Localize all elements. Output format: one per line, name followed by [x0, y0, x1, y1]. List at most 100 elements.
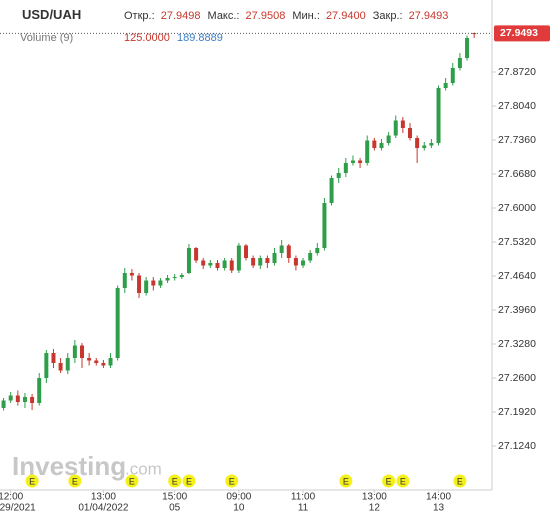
- candle-body: [436, 88, 441, 143]
- candle-body: [165, 278, 170, 281]
- candle-body: [372, 140, 377, 148]
- event-marker: [382, 474, 396, 488]
- x-tick-date: 10: [233, 503, 245, 514]
- close-label: Закр.:: [373, 10, 403, 22]
- y-tick-label: 27.8040: [498, 100, 536, 112]
- candle-body: [393, 120, 398, 136]
- event-label: E: [400, 476, 406, 486]
- event-marker: [396, 474, 410, 488]
- candle-body: [72, 345, 77, 358]
- candle-body: [51, 353, 56, 363]
- low-label: Мин.:: [292, 10, 320, 22]
- open-label: Откр.:: [124, 10, 155, 22]
- candle-body: [251, 258, 256, 266]
- low-value: 27.9400: [326, 10, 366, 22]
- watermark-suffix: .com: [125, 459, 162, 478]
- candle-body: [336, 173, 341, 178]
- candle-body: [15, 395, 20, 402]
- x-tick-label: 13:00: [362, 492, 387, 503]
- y-tick-label: 27.8720: [498, 66, 536, 78]
- candle-body: [108, 358, 113, 366]
- y-tick-label: 27.2600: [498, 372, 536, 384]
- event-marker: [168, 474, 182, 488]
- candle-body: [365, 140, 370, 163]
- candle-body: [115, 288, 120, 358]
- candle-body: [58, 363, 63, 371]
- candle-body: [258, 258, 263, 266]
- last-price-tag: [494, 25, 550, 42]
- candle-body: [429, 143, 434, 146]
- candle-body: [101, 363, 106, 366]
- candle-body: [400, 120, 405, 128]
- y-tick-label: 27.4640: [498, 270, 536, 282]
- volume-value: 125.0000: [124, 32, 170, 44]
- candle-body: [315, 248, 320, 253]
- event-marker: [68, 474, 82, 488]
- candle-body: [293, 258, 298, 266]
- candle-body: [322, 203, 327, 248]
- candle-body: [158, 280, 163, 286]
- candle-body: [465, 38, 470, 58]
- x-tick-date: 01/04/2022: [78, 503, 128, 514]
- candle-body: [329, 178, 334, 203]
- x-tick-label: 12:00: [0, 492, 24, 503]
- close-value: 27.9493: [409, 10, 449, 22]
- x-tick-date: 05: [169, 503, 181, 514]
- candle-body: [94, 360, 99, 363]
- volume-label: Volume (9): [20, 32, 73, 44]
- y-tick-label: 27.3960: [498, 304, 536, 316]
- y-tick-label: 27.3280: [498, 338, 536, 350]
- y-tick-label: 27.7360: [498, 134, 536, 146]
- candle-body: [194, 248, 199, 261]
- candle-body: [37, 378, 42, 403]
- volume-legend: Volume (9) 125.0000 189.8889: [20, 32, 223, 44]
- y-tick-label: 27.1240: [498, 440, 536, 452]
- event-marker: [339, 474, 353, 488]
- candle-body: [244, 245, 248, 258]
- candle-body: [408, 128, 412, 138]
- y-tick-label: 27.6680: [498, 168, 536, 180]
- candle-body: [122, 273, 127, 288]
- event-label: E: [386, 476, 392, 486]
- candle-body: [272, 253, 277, 263]
- candle-body: [151, 280, 156, 286]
- candle-body: [386, 135, 391, 143]
- x-tick-label: 09:00: [226, 492, 251, 503]
- event-label: E: [129, 476, 135, 486]
- plot: [1, 32, 477, 411]
- event-label: E: [343, 476, 349, 486]
- x-tick-label: 11:00: [291, 492, 316, 503]
- y-tick-label: 27.5320: [498, 236, 536, 248]
- x-tick-date: 11: [298, 503, 309, 514]
- event-label: E: [457, 476, 463, 486]
- x-tick-label: 15:00: [162, 492, 187, 503]
- candle-body: [179, 275, 184, 277]
- high-value: 27.9508: [246, 10, 286, 22]
- symbol: USD/UAH: [22, 7, 81, 22]
- candle-body: [22, 397, 27, 402]
- x-tick-date: 12/29/2021: [0, 503, 36, 514]
- candle-body: [186, 248, 191, 273]
- event-label: E: [186, 476, 192, 486]
- event-label: E: [172, 476, 178, 486]
- candle-body: [201, 260, 206, 266]
- candle-body: [308, 253, 313, 261]
- x-tick-date: 12: [369, 503, 381, 514]
- candle-body: [422, 145, 427, 148]
- y-tick-label: 27.1920: [498, 406, 536, 418]
- event-label: E: [229, 476, 235, 486]
- event-label: E: [72, 476, 78, 486]
- candle-body: [358, 160, 363, 163]
- candle-body: [80, 345, 84, 358]
- candle-body: [279, 245, 284, 253]
- candle-body: [229, 260, 234, 271]
- header: USD/UAH Откр.: 27.9498 Макс.: 27.9508 Ми…: [22, 7, 448, 22]
- x-tick-label: 14:00: [426, 492, 451, 503]
- candle-body: [450, 68, 455, 83]
- x-tick-date: 13: [433, 503, 445, 514]
- candle-body: [144, 280, 149, 293]
- event-marker: [453, 474, 467, 488]
- candle-body: [350, 160, 355, 163]
- y-tick-label: 27.6000: [498, 202, 536, 214]
